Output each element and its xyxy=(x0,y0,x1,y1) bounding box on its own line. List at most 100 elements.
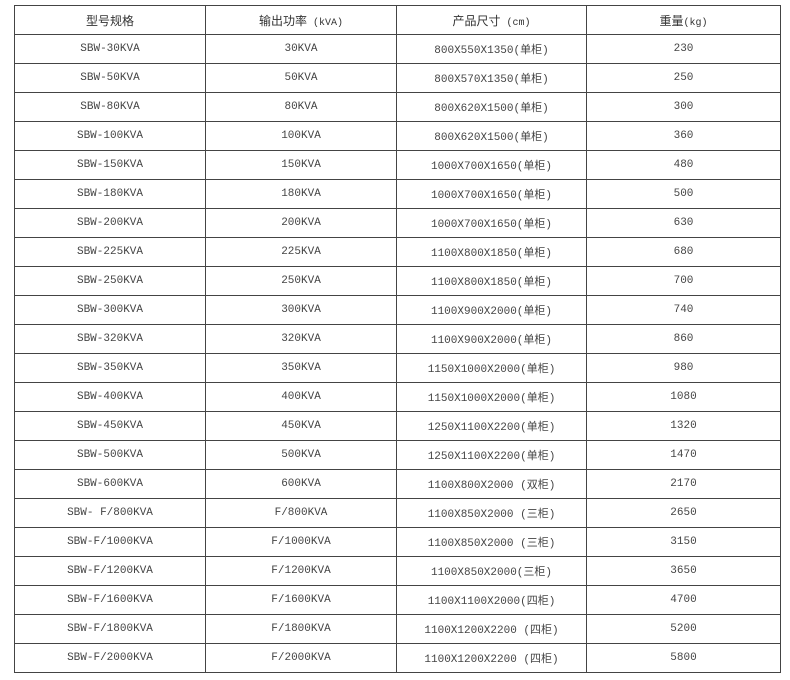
table-row: SBW-180KVA 180KVA 1000X700X1650(单柜) 500 xyxy=(14,179,781,209)
table-row: SBW- F/800KVA F/800KVA 1100X850X2000 (三柜) 2… xyxy=(14,498,781,528)
cell-model: SBW-350KVA xyxy=(14,353,206,383)
table-row: SBW-100KVA 100KVA 800X620X1500(单柜) 360 xyxy=(14,121,781,151)
cell-power: 500KVA xyxy=(205,440,397,470)
cell-size: 1100X850X2000 (三柜) xyxy=(396,498,587,528)
cell-weight: 1470 xyxy=(586,440,781,470)
cell-size: 1100X850X2000 (三柜) xyxy=(396,527,587,557)
table-row: SBW-F/1800KVA F/1800KVA 1100X1200X2200 (四柜… xyxy=(14,614,781,644)
cell-power: F/1600KVA xyxy=(205,585,397,615)
cell-model: SBW-80KVA xyxy=(14,92,206,122)
table-row: SBW-F/1600KVA F/1600KVA 1100X1100X2000(四柜)… xyxy=(14,585,781,615)
cell-weight: 980 xyxy=(586,353,781,383)
cell-model: SBW-30KVA xyxy=(14,34,206,64)
table-row: SBW-600KVA 600KVA 1100X800X2000 (双柜) 2170 xyxy=(14,469,781,499)
table-row: SBW-250KVA 250KVA 1100X800X1850(单柜) 700 xyxy=(14,266,781,296)
cell-weight: 1320 xyxy=(586,411,781,441)
cell-weight: 3650 xyxy=(586,556,781,586)
cell-size: 1150X1000X2000(单柜) xyxy=(396,353,587,383)
cell-model: SBW-100KVA xyxy=(14,121,206,151)
header-unit: (cm) xyxy=(500,17,531,29)
cell-model: SBW-150KVA xyxy=(14,150,206,180)
cell-size: 1250X1100X2200(单柜) xyxy=(396,411,587,441)
cell-weight: 500 xyxy=(586,179,781,209)
cell-model: SBW-300KVA xyxy=(14,295,206,325)
cell-size: 1100X1200X2200 (四柜) xyxy=(396,643,587,673)
cell-model: SBW-50KVA xyxy=(14,63,206,93)
header-label: 重量 xyxy=(659,13,684,28)
cell-power: F/2000KVA xyxy=(205,643,397,673)
cell-weight: 4700 xyxy=(586,585,781,615)
cell-size: 1100X900X2000(单柜) xyxy=(396,324,587,354)
cell-model: SBW-200KVA xyxy=(14,208,206,238)
table-row: SBW-30KVA 30KVA 800X550X1350(单柜) 230 xyxy=(14,34,781,64)
cell-weight: 680 xyxy=(586,237,781,267)
cell-power: 300KVA xyxy=(205,295,397,325)
header-label: 型号规格 xyxy=(85,13,134,28)
cell-size: 1100X900X2000(单柜) xyxy=(396,295,587,325)
cell-size: 1000X700X1650(单柜) xyxy=(396,208,587,238)
table-row: SBW-80KVA 80KVA 800X620X1500(单柜) 300 xyxy=(14,92,781,122)
cell-weight: 1080 xyxy=(586,382,781,412)
cell-size: 800X550X1350(单柜) xyxy=(396,34,587,64)
cell-power: 30KVA xyxy=(205,34,397,64)
cell-model: SBW-F/1600KVA xyxy=(14,585,206,615)
cell-power: 350KVA xyxy=(205,353,397,383)
cell-size: 1150X1000X2000(单柜) xyxy=(396,382,587,412)
header-row: 型号规格 输出功率 (kVA) 产品尺寸 (cm) 重量(kg) xyxy=(14,5,781,35)
cell-model: SBW-320KVA xyxy=(14,324,206,354)
header-power: 输出功率 (kVA) xyxy=(205,5,397,35)
table-row: SBW-225KVA 225KVA 1100X800X1850(单柜) 680 xyxy=(14,237,781,267)
table-row: SBW-F/2000KVA F/2000KVA 1100X1200X2200 (四柜… xyxy=(14,643,781,673)
cell-size: 800X620X1500(单柜) xyxy=(396,121,587,151)
cell-power: 150KVA xyxy=(205,150,397,180)
cell-size: 1100X1200X2200 (四柜) xyxy=(396,614,587,644)
cell-power: 200KVA xyxy=(205,208,397,238)
cell-model: SBW-F/2000KVA xyxy=(14,643,206,673)
cell-weight: 630 xyxy=(586,208,781,238)
table-row: SBW-50KVA 50KVA 800X570X1350(单柜) 250 xyxy=(14,63,781,93)
cell-weight: 860 xyxy=(586,324,781,354)
table-row: SBW-F/1000KVA F/1000KVA 1100X850X2000 (三柜)… xyxy=(14,527,781,557)
cell-size: 1100X800X1850(单柜) xyxy=(396,266,587,296)
cell-weight: 230 xyxy=(586,34,781,64)
header-size: 产品尺寸 (cm) xyxy=(396,5,587,35)
table-row: SBW-320KVA 320KVA 1100X900X2000(单柜) 860 xyxy=(14,324,781,354)
cell-model: SBW-F/1800KVA xyxy=(14,614,206,644)
cell-weight: 2170 xyxy=(586,469,781,499)
cell-weight: 5800 xyxy=(586,643,781,673)
cell-size: 1000X700X1650(单柜) xyxy=(396,179,587,209)
cell-model: SBW-400KVA xyxy=(14,382,206,412)
cell-size: 1100X800X2000 (双柜) xyxy=(396,469,587,499)
cell-model: SBW-225KVA xyxy=(14,237,206,267)
cell-weight: 480 xyxy=(586,150,781,180)
cell-model: SBW-600KVA xyxy=(14,469,206,499)
cell-power: 50KVA xyxy=(205,63,397,93)
cell-power: 80KVA xyxy=(205,92,397,122)
cell-power: F/800KVA xyxy=(205,498,397,528)
cell-size: 1100X1100X2000(四柜) xyxy=(396,585,587,615)
cell-weight: 740 xyxy=(586,295,781,325)
header-weight: 重量(kg) xyxy=(586,5,781,35)
cell-power: F/1800KVA xyxy=(205,614,397,644)
table-row: SBW-300KVA 300KVA 1100X900X2000(单柜) 740 xyxy=(14,295,781,325)
cell-model: SBW-F/1000KVA xyxy=(14,527,206,557)
header-unit: (kVA) xyxy=(307,17,344,29)
cell-power: 320KVA xyxy=(205,324,397,354)
table-row: SBW-450KVA 450KVA 1250X1100X2200(单柜) 1320 xyxy=(14,411,781,441)
table-row: SBW-F/1200KVA F/1200KVA 1100X850X2000(三柜) 3… xyxy=(14,556,781,586)
header-label: 输出功率 xyxy=(258,13,307,28)
cell-power: 600KVA xyxy=(205,469,397,499)
cell-weight: 360 xyxy=(586,121,781,151)
cell-size: 1100X800X1850(单柜) xyxy=(396,237,587,267)
cell-weight: 2650 xyxy=(586,498,781,528)
cell-model: SBW-500KVA xyxy=(14,440,206,470)
cell-weight: 250 xyxy=(586,63,781,93)
cell-weight: 5200 xyxy=(586,614,781,644)
cell-model: SBW-250KVA xyxy=(14,266,206,296)
header-unit: (kg) xyxy=(683,17,708,29)
cell-model: SBW-F/1200KVA xyxy=(14,556,206,586)
cell-power: 180KVA xyxy=(205,179,397,209)
spec-table: 型号规格 输出功率 (kVA) 产品尺寸 (cm) 重量(kg) SBW-30KVA 3… xyxy=(14,5,781,673)
cell-weight: 700 xyxy=(586,266,781,296)
cell-weight: 3150 xyxy=(586,527,781,557)
